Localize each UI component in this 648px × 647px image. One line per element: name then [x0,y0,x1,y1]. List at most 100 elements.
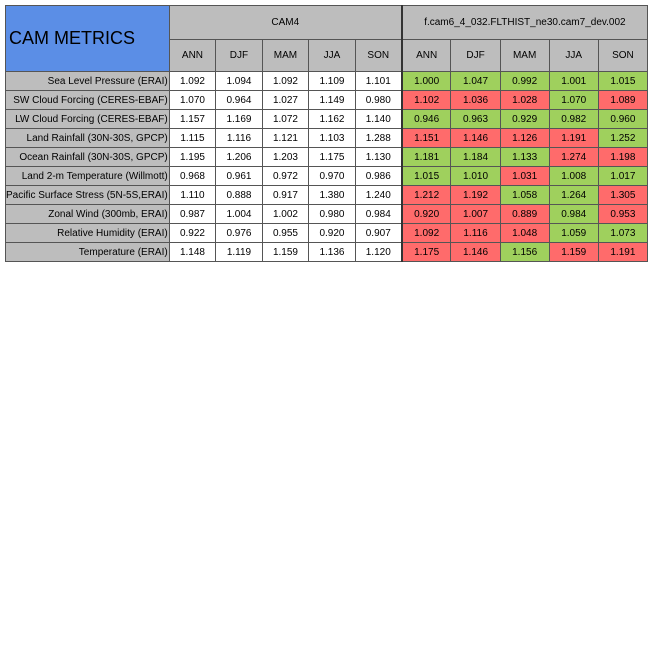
dev-value-cell: 1.008 [548,166,599,186]
row-label-text: Land 2-m Temperature (Willmott) [21,170,168,182]
dev-value-cell: 1.191 [597,242,648,262]
group-header-cam4: CAM4 [168,4,403,41]
dev-value-cell: 1.089 [597,90,648,110]
cam4-value-cell: 1.070 [168,90,217,110]
cam4-value-cell: 1.130 [354,147,403,167]
cam4-value-cell: 1.092 [168,71,217,91]
dev-value-cell: 1.059 [548,223,599,243]
cam4-value-cell: 1.136 [308,242,356,262]
cam4-value-cell: 1.101 [354,71,403,91]
table-row: Relative Humidity (ERAI) 0.922 0.976 0.955 0… [5,223,648,243]
cam4-value-cell: 1.175 [308,147,356,167]
table-title: CAM METRICS [5,5,170,72]
cam4-value-cell: 0.907 [354,223,403,243]
cam4-value-cell: 1.240 [354,185,403,205]
column-header-cam4-ann: ANN [168,39,217,72]
cam4-value-cell: 1.004 [215,204,263,224]
dev-value-cell: 1.198 [597,147,648,167]
dev-value-cell: 1.058 [499,185,550,205]
dev-value-cell: 1.146 [450,242,501,262]
dev-value-cell: 0.963 [450,109,501,129]
cam4-value-cell: 1.103 [308,128,356,148]
column-header-cam4-mam: MAM [261,39,310,72]
row-label-text: Temperature (ERAI) [78,246,168,258]
cam4-value-cell: 0.984 [354,204,403,224]
cam4-value-cell: 1.203 [261,147,310,167]
table-row: Land Rainfall (30N-30S, GPCP) 1.115 1.116 1… [5,128,648,148]
dev-value-cell: 1.015 [597,71,648,91]
cam4-value-cell: 1.288 [354,128,403,148]
dev-value-cell: 1.036 [450,90,501,110]
row-label: Ocean Rainfall (30N-30S, GPCP) [5,147,170,167]
cam4-value-cell: 1.157 [168,109,217,129]
cam4-value-cell: 1.162 [308,109,356,129]
dev-value-cell: 1.305 [597,185,648,205]
dev-value-cell: 1.028 [499,90,550,110]
table-row: Land 2-m Temperature (Willmott) 0.968 0.96… [5,166,648,186]
cam4-value-cell: 0.888 [215,185,263,205]
cam4-value-cell: 0.976 [215,223,263,243]
cam4-value-cell: 1.380 [308,185,356,205]
cam4-value-cell: 1.116 [215,128,263,148]
dev-value-cell: 1.007 [450,204,501,224]
dev-value-cell: 0.992 [499,71,550,91]
cam4-value-cell: 0.986 [354,166,403,186]
cam4-value-cell: 1.072 [261,109,310,129]
column-header-cam4-son: SON [354,39,403,72]
cam4-value-cell: 1.119 [215,242,263,262]
cam4-value-cell: 0.964 [215,90,263,110]
cam4-value-cell: 1.120 [354,242,403,262]
row-label-text: Sea Level Pressure (ERAI) [47,75,168,87]
table-row: Temperature (ERAI) 1.148 1.119 1.159 1.136 1.… [5,242,648,262]
row-label: Pacific Surface Stress (5N-5S,ERAI) [5,185,170,205]
table-row: Sea Level Pressure (ERAI) 1.092 1.094 1.092… [5,71,648,91]
cam4-value-cell: 1.115 [168,128,217,148]
dev-value-cell: 1.274 [548,147,599,167]
dev-value-cell: 0.960 [597,109,648,129]
row-label-text: LW Cloud Forcing (CERES-EBAF) [15,113,168,125]
cam4-value-cell: 1.140 [354,109,403,129]
row-label-text: Land Rainfall (30N-30S, GPCP) [26,132,168,144]
cam4-value-cell: 0.922 [168,223,217,243]
dev-value-cell: 1.212 [400,185,452,205]
table-row: Pacific Surface Stress (5N-5S,ERAI) 1.110… [5,185,648,205]
column-header-dev-djf: DJF [450,39,501,72]
dev-value-cell: 1.252 [597,128,648,148]
dev-value-cell: 1.192 [450,185,501,205]
dev-value-cell: 1.048 [499,223,550,243]
row-label: Relative Humidity (ERAI) [5,223,170,243]
cam4-value-cell: 0.987 [168,204,217,224]
row-label-text: Pacific Surface Stress (5N-5S,ERAI) [6,189,168,201]
column-header-dev-son: SON [597,39,648,72]
dev-value-cell: 1.126 [499,128,550,148]
dev-value-cell: 1.001 [548,71,599,91]
row-label: Temperature (ERAI) [5,242,170,262]
cam4-value-cell: 1.109 [308,71,356,91]
table-row: LW Cloud Forcing (CERES-EBAF) 1.157 1.169 1… [5,109,648,129]
cam4-value-cell: 1.121 [261,128,310,148]
row-label-text: Relative Humidity (ERAI) [57,227,168,239]
dev-value-cell: 1.070 [548,90,599,110]
cam4-value-cell: 0.968 [168,166,217,186]
dev-value-cell: 1.151 [400,128,452,148]
dev-value-cell: 1.017 [597,166,648,186]
row-label: Land 2-m Temperature (Willmott) [5,166,170,186]
dev-value-cell: 1.184 [450,147,501,167]
table-row: Ocean Rainfall (30N-30S, GPCP) 1.195 1.206… [5,147,648,167]
dev-value-cell: 1.116 [450,223,501,243]
row-label: SW Cloud Forcing (CERES-EBAF) [5,90,170,110]
dev-value-cell: 0.953 [597,204,648,224]
cam4-value-cell: 0.980 [354,90,403,110]
cam4-value-cell: 1.027 [261,90,310,110]
cam4-value-cell: 0.955 [261,223,310,243]
dev-value-cell: 1.000 [400,71,452,91]
column-header-cam4-djf: DJF [215,39,263,72]
cam4-value-cell: 1.159 [261,242,310,262]
cam4-value-cell: 1.110 [168,185,217,205]
dev-value-cell: 0.920 [400,204,452,224]
row-label: Land Rainfall (30N-30S, GPCP) [5,128,170,148]
row-label: LW Cloud Forcing (CERES-EBAF) [5,109,170,129]
dev-value-cell: 1.073 [597,223,648,243]
table-row: SW Cloud Forcing (CERES-EBAF) 1.070 0.964 1… [5,90,648,110]
dev-value-cell: 1.175 [400,242,452,262]
